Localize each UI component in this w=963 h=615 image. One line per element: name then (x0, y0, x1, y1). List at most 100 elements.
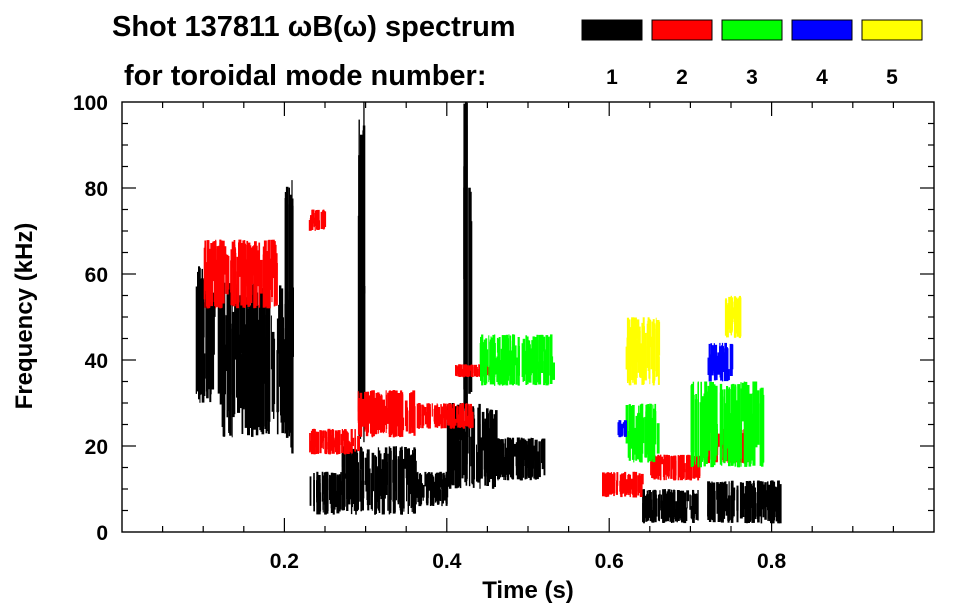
feature-streak (718, 483, 721, 522)
feature-streak (231, 311, 235, 418)
feature-streak (543, 361, 546, 386)
legend-label-mode-3: 3 (746, 66, 758, 89)
feature-streak (329, 490, 333, 504)
feature-streak (539, 341, 542, 359)
feature-streak (248, 305, 252, 428)
feature-streak (691, 495, 693, 520)
feature-streak (389, 450, 392, 500)
feature-streak (412, 450, 414, 497)
feature-streak (665, 502, 669, 519)
feature-streak (543, 438, 546, 476)
feature-streak (468, 409, 471, 487)
feature-streak (360, 134, 364, 313)
feature-streak (484, 418, 486, 486)
feature-streak (401, 399, 403, 416)
feature-streak (371, 465, 373, 497)
feature-streak (534, 439, 538, 479)
feature-streak (478, 364, 481, 377)
feature-streak (425, 411, 427, 424)
feature-streak (360, 263, 363, 415)
feature-streak (684, 469, 686, 481)
feature-streak (657, 321, 661, 356)
feature-streak (738, 395, 741, 459)
feature-streak (261, 290, 265, 435)
y-tick-label: 0 (96, 522, 108, 545)
feature-streak (429, 481, 433, 500)
feature-streak (738, 298, 741, 328)
feature-streak (720, 484, 724, 523)
feature-streak (228, 342, 230, 431)
feature-streak (371, 394, 373, 438)
chart-title-line2: for toroidal mode number: (124, 60, 487, 92)
feature-streak (395, 446, 397, 501)
feature-streak (243, 347, 246, 395)
feature-streak (707, 357, 710, 375)
feature-streak (754, 487, 756, 520)
feature-streak (629, 405, 632, 430)
feature-streak (740, 382, 742, 467)
feature-streak (536, 451, 540, 470)
feature-streak (641, 417, 645, 444)
feature-streak (400, 488, 402, 515)
feature-mode-2-18 (602, 471, 644, 498)
feature-streak (406, 448, 409, 485)
feature-streak (746, 490, 749, 509)
feature-streak (199, 325, 202, 363)
feature-streak (226, 285, 228, 418)
feature-streak (244, 324, 248, 428)
feature-streak (212, 241, 215, 282)
feature-streak (328, 478, 331, 491)
feature-streak (689, 494, 691, 510)
feature-streak (346, 440, 350, 454)
feature-streak (464, 367, 466, 373)
feature-streak (364, 393, 366, 432)
feature-streak (428, 472, 430, 491)
feature-streak (221, 274, 223, 308)
feature-streak (636, 340, 638, 378)
feature-streak (663, 492, 665, 505)
feature-streak (381, 459, 385, 515)
feature-streak (681, 490, 685, 523)
feature-streak (705, 384, 707, 463)
feature-streak (469, 221, 473, 392)
y-tick-label: 60 (85, 264, 108, 287)
feature-streak (450, 418, 453, 429)
feature-streak (642, 503, 645, 522)
feature-streak (630, 481, 632, 494)
feature-streak (727, 369, 730, 381)
feature-streak (608, 482, 611, 494)
feature-streak (341, 433, 343, 449)
feature-streak (266, 356, 269, 418)
feature-streak (231, 241, 235, 268)
feature-streak (727, 498, 729, 511)
feature-streak (457, 405, 460, 488)
feature-streak (488, 453, 491, 483)
feature-streak (288, 187, 290, 437)
feature-streak (240, 301, 243, 354)
feature-streak (678, 455, 681, 463)
feature-streak (410, 454, 413, 508)
feature-streak (480, 336, 482, 381)
feature-streak (743, 381, 746, 464)
feature-streak (253, 286, 257, 404)
legend-swatch-mode-3 (721, 19, 783, 41)
feature-streak (730, 298, 733, 331)
feature-streak (455, 372, 458, 377)
feature-streak (710, 484, 714, 496)
feature-streak (267, 288, 269, 407)
legend-swatch-mode-5 (861, 19, 923, 41)
feature-streak (247, 295, 249, 395)
feature-streak (682, 458, 684, 479)
feature-streak (237, 296, 240, 343)
feature-streak (626, 337, 630, 370)
feature-streak (434, 473, 437, 503)
feature-streak (703, 393, 706, 467)
feature-streak (730, 483, 734, 523)
feature-streak (443, 403, 446, 424)
feature-mode-5-27 (724, 295, 742, 339)
feature-streak (740, 487, 742, 512)
feature-streak (332, 473, 335, 515)
feature-streak (448, 403, 452, 489)
feature-streak (619, 474, 622, 495)
x-tick-label: 0.2 (270, 550, 299, 573)
